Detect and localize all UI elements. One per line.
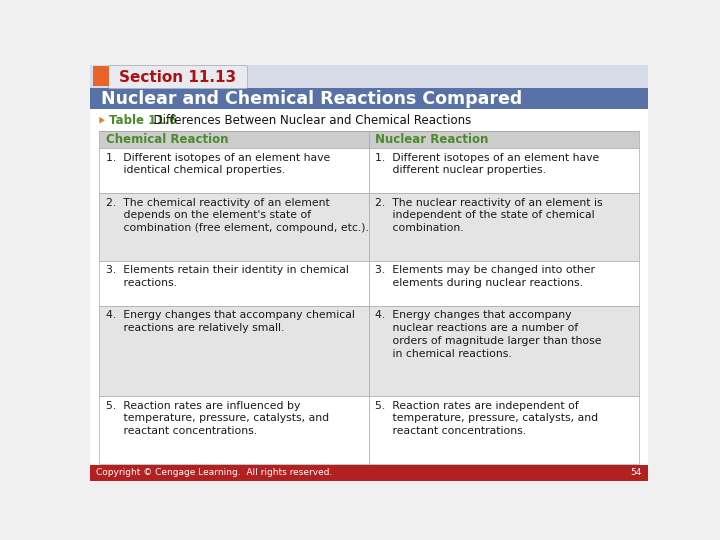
Text: Copyright © Cengage Learning.  All rights reserved.: Copyright © Cengage Learning. All rights… [96,468,333,477]
Bar [90,110,648,465]
Text: 1.  Different isotopes of an element have
     different nuclear properties.: 1. Different isotopes of an element have… [375,153,600,176]
Text: 4.  Energy changes that accompany
     nuclear reactions are a number of
     or: 4. Energy changes that accompany nuclear… [375,310,602,359]
Bar [99,306,369,396]
Bar [99,131,369,148]
Bar [99,148,369,193]
Text: 5.  Reaction rates are independent of
     temperature, pressure, catalysts, and: 5. Reaction rates are independent of tem… [375,401,598,436]
Text: Nuclear and Chemical Reactions Compared: Nuclear and Chemical Reactions Compared [101,90,522,107]
Bar [99,193,369,261]
Bar [369,396,639,464]
Text: 5.  Reaction rates are influenced by
     temperature, pressure, catalysts, and
: 5. Reaction rates are influenced by temp… [106,401,328,436]
Text: Section 11.13: Section 11.13 [120,70,237,85]
Polygon shape [99,117,105,124]
Bar [369,193,639,261]
Text: Differences Between Nuclear and Chemical Reactions: Differences Between Nuclear and Chemical… [145,114,471,127]
Text: Table 11.6: Table 11.6 [109,114,177,127]
Text: 3.  Elements may be changed into other
     elements during nuclear reactions.: 3. Elements may be changed into other el… [375,265,595,288]
Bar [369,261,639,306]
Bar [93,66,109,86]
Text: 1.  Different isotopes of an element have
     identical chemical properties.: 1. Different isotopes of an element have… [106,153,330,176]
Text: 2.  The chemical reactivity of an element
     depends on the element's state of: 2. The chemical reactivity of an element… [106,198,369,233]
Bar [99,261,369,306]
Bar [369,148,639,193]
Text: 54: 54 [631,468,642,477]
Text: 4.  Energy changes that accompany chemical
     reactions are relatively small.: 4. Energy changes that accompany chemica… [106,310,354,333]
Bar [369,306,639,396]
Bar [90,465,648,481]
Bar [90,65,648,88]
Text: Nuclear Reaction: Nuclear Reaction [375,133,489,146]
Bar [99,396,369,464]
Text: 2.  The nuclear reactivity of an element is
     independent of the state of che: 2. The nuclear reactivity of an element … [375,198,603,233]
Text: Chemical Reaction: Chemical Reaction [106,133,228,146]
Bar [369,131,639,148]
Bar [90,88,648,110]
FancyBboxPatch shape [109,65,248,89]
Text: 3.  Elements retain their identity in chemical
     reactions.: 3. Elements retain their identity in che… [106,265,348,288]
